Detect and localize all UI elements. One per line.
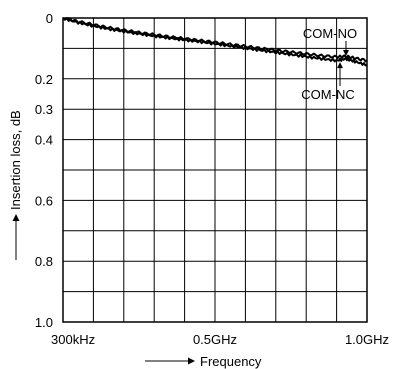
annotation-arrowhead-com-no [343,50,349,56]
x-axis-title: Frequency [200,354,262,369]
annotation-com-nc: COM-NC [301,87,354,102]
y-tick-label: 0.2 [35,72,53,87]
plot-frame [62,17,368,323]
y-axis-title: Insertion loss, dB [8,110,23,210]
annotations: COM-NO COM-NC [301,26,357,102]
series-group [62,17,368,67]
x-axis-title-group: Frequency [145,354,262,369]
y-tick-label: 0 [46,11,53,26]
y-tick-label: 0.3 [35,102,53,117]
series-line-com-no [62,17,368,63]
annotation-com-no: COM-NO [303,26,357,41]
x-tick-label: 0.5GHz [193,332,237,347]
y-tick-label: 1.0 [35,315,53,330]
series-line-com-nc [62,17,368,67]
x-tick-label: 300kHz [51,332,95,347]
y-axis-title-group: Insertion loss, dB [8,110,23,260]
x-tick-label: 1.0GHz [345,332,389,347]
x-axis-arrow-head [188,357,195,365]
y-axis-arrow-head [12,214,20,221]
grid [63,18,367,322]
y-tick-label: 0.6 [35,193,53,208]
tick-labels: 0 0.2 0.3 0.4 0.6 0.8 1.0 300kHz 0.5GHz 1.0GHz [35,11,389,347]
y-tick-label: 0.4 [35,133,53,148]
annotation-arrowhead-com-nc [337,62,343,69]
y-tick-label: 0.8 [35,254,53,269]
